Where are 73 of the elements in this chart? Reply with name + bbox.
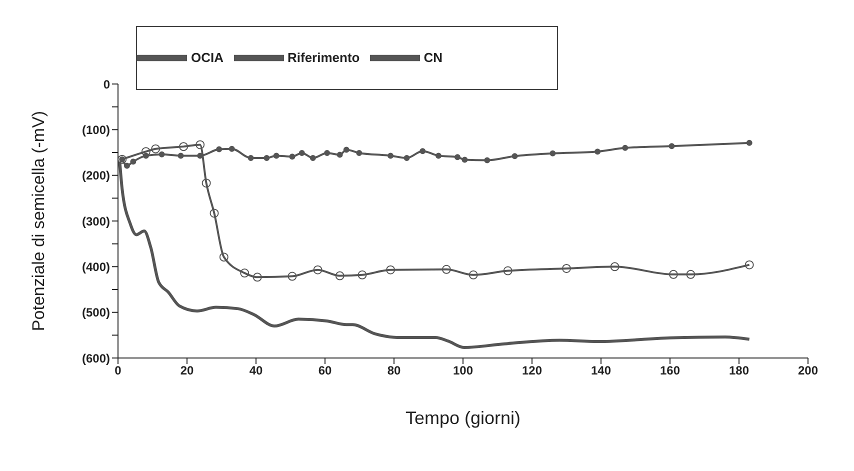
point (179, 142, 188, 152)
legend-label: OCIA (191, 50, 224, 66)
point (228, 146, 235, 152)
y-tick-label: (300) (82, 214, 110, 228)
point (310, 154, 316, 161)
point (420, 148, 426, 154)
point (343, 146, 350, 153)
x-tick-label: 140 (590, 364, 612, 378)
point (610, 262, 620, 272)
point (130, 158, 136, 165)
legend-label: CN (424, 50, 443, 66)
point (196, 140, 205, 150)
point (210, 208, 219, 218)
point (442, 264, 451, 274)
x-axis-title: Tempo (giorni) (405, 408, 521, 428)
point (252, 272, 262, 282)
y-tick-label: (600) (82, 351, 110, 366)
point (335, 271, 344, 280)
point (388, 152, 394, 159)
y-tick-label: (400) (82, 260, 110, 274)
point (219, 252, 228, 262)
legend-label: Riferimento (288, 50, 360, 66)
x-tick-label: 120 (522, 364, 542, 378)
point (686, 270, 696, 279)
point (288, 272, 297, 281)
x-tick-label: 40 (249, 364, 263, 378)
point (668, 143, 675, 150)
x-tick-label: 160 (660, 364, 680, 378)
point (746, 140, 752, 146)
x-tick-label: 180 (728, 364, 750, 378)
point (484, 157, 490, 164)
point (512, 153, 518, 160)
point (386, 265, 396, 274)
x-tick-label: 200 (798, 364, 818, 378)
x-tick-label: 100 (452, 364, 474, 378)
y-axis-title: Potenziale di semicella (-mV) (29, 110, 48, 332)
point (336, 152, 343, 158)
point (151, 144, 160, 154)
point (744, 260, 754, 270)
point (178, 152, 184, 159)
point (668, 270, 678, 279)
point (298, 150, 305, 156)
point (124, 162, 130, 169)
point (248, 154, 254, 161)
x-tick-label: 20 (180, 364, 194, 378)
y-tick-label: 0 (103, 77, 110, 92)
point (273, 152, 280, 159)
point (158, 151, 165, 158)
point (240, 268, 250, 278)
point (216, 146, 222, 152)
point (622, 144, 628, 151)
point (562, 264, 571, 273)
y-tick-label: (100) (82, 122, 110, 137)
point (468, 270, 478, 280)
y-tick-label: (200) (82, 168, 110, 183)
point (594, 148, 601, 155)
point (356, 150, 362, 156)
x-tick-label: 80 (387, 364, 401, 378)
x-tick-label: 60 (318, 364, 332, 378)
point (503, 266, 512, 276)
point (436, 152, 442, 159)
point (264, 154, 270, 161)
point (550, 150, 556, 156)
point (324, 150, 330, 156)
point (289, 154, 296, 160)
y-tick-label: (500) (82, 306, 110, 320)
point (202, 178, 211, 188)
point (358, 270, 367, 280)
point (313, 265, 322, 274)
point (404, 154, 410, 161)
point (454, 154, 460, 160)
x-tick-label: 0 (114, 364, 122, 378)
point (462, 156, 468, 163)
